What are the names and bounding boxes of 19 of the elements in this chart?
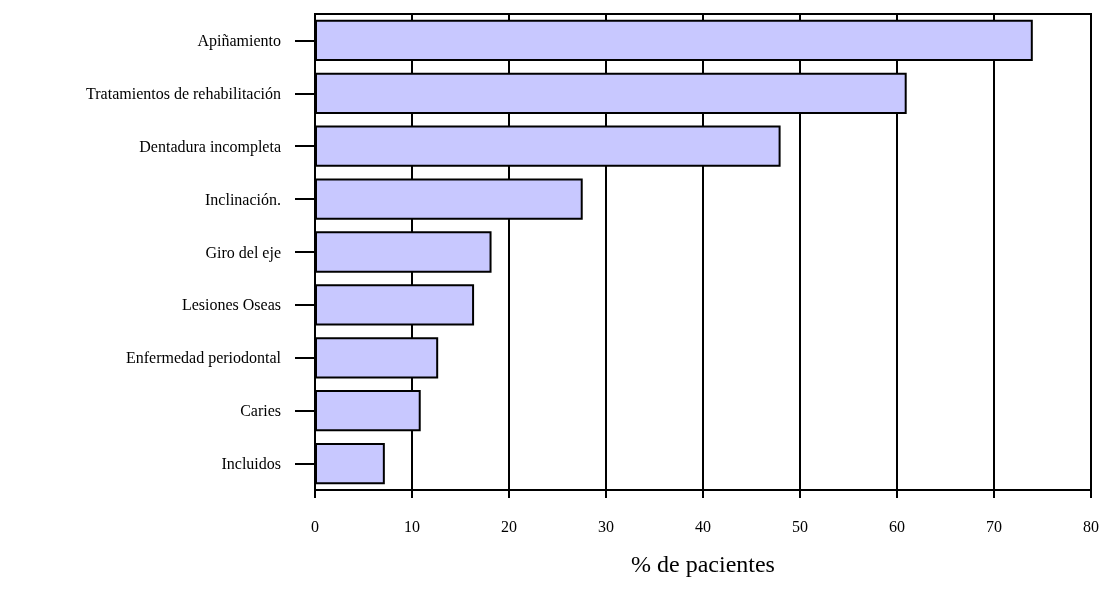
x-tick-label: 60 <box>889 517 905 535</box>
y-tick-label: Incluidos <box>221 455 281 473</box>
x-tick-label: 40 <box>695 517 711 535</box>
x-tick-label: 50 <box>792 517 808 535</box>
y-tick-label: Lesiones Oseas <box>181 296 281 314</box>
x-tick-label: 20 <box>501 517 517 535</box>
y-tick-label: Enfermedad periodontal <box>125 349 282 368</box>
x-tick-label: 80 <box>1083 517 1099 535</box>
y-tick-label: Tratamientos de rehabilitación <box>86 84 281 102</box>
y-tick-label: Giro del eje <box>205 243 281 262</box>
y-tick-label: Apiñamiento <box>197 31 281 50</box>
y-tick-label: Dentadura incompleta <box>139 137 281 156</box>
x-tick-label: 70 <box>986 517 1002 535</box>
x-tick-label: 30 <box>598 517 614 535</box>
x-tick-label: 0 <box>311 517 319 535</box>
y-tick-label: Inclinación. <box>205 190 281 208</box>
x-tick-label: 10 <box>404 517 420 535</box>
x-axis-title: % de pacientes <box>631 551 775 577</box>
y-tick-label: Caries <box>240 402 281 420</box>
